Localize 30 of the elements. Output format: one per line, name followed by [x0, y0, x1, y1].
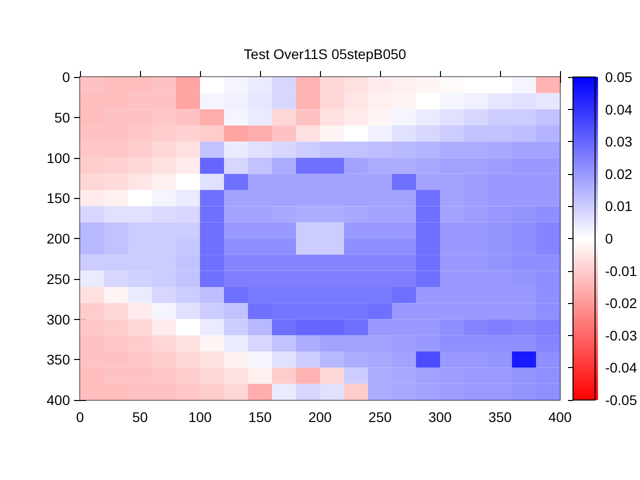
- color-bar-label: -0.03: [605, 327, 638, 344]
- y-tick-label: 250: [46, 270, 70, 287]
- color-bar-label: 0: [605, 230, 614, 246]
- color-bar-label: -0.05: [605, 392, 638, 408]
- y-tick-label: 0: [62, 69, 70, 85]
- x-tick-label: 350: [488, 409, 512, 425]
- color-bar-label: -0.01: [605, 262, 638, 279]
- y-tick-label: 300: [46, 311, 70, 328]
- y-tick-label: 100: [46, 150, 70, 166]
- color-bar-label: 0.03: [605, 134, 633, 150]
- chart-title: Test Over11S 05stepB050: [244, 46, 406, 62]
- x-tick-label: 250: [368, 409, 392, 425]
- y-tick-label: 200: [46, 230, 70, 246]
- x-tick-label: 150: [248, 409, 272, 425]
- color-bar-label: 0.02: [605, 166, 633, 182]
- x-tick-label: 0: [76, 409, 84, 425]
- y-tick-label: 350: [46, 352, 70, 368]
- x-tick-label: 400: [548, 409, 572, 425]
- x-tick-label: 300: [428, 409, 452, 425]
- color-bar-label: 0.05: [605, 69, 633, 85]
- color-bar-label: 0.01: [605, 198, 633, 214]
- color-bar-label: 0.04: [605, 101, 633, 118]
- x-tick-label: 200: [308, 409, 332, 425]
- y-tick-label: 150: [46, 190, 70, 206]
- y-tick-label: 50: [54, 109, 70, 126]
- color-bar-label: -0.02: [605, 295, 638, 312]
- x-tick-label: 50: [132, 409, 148, 425]
- color-bar-label: -0.04: [605, 360, 638, 376]
- x-tick-label: 100: [188, 409, 212, 425]
- y-tick-label: 400: [46, 392, 70, 408]
